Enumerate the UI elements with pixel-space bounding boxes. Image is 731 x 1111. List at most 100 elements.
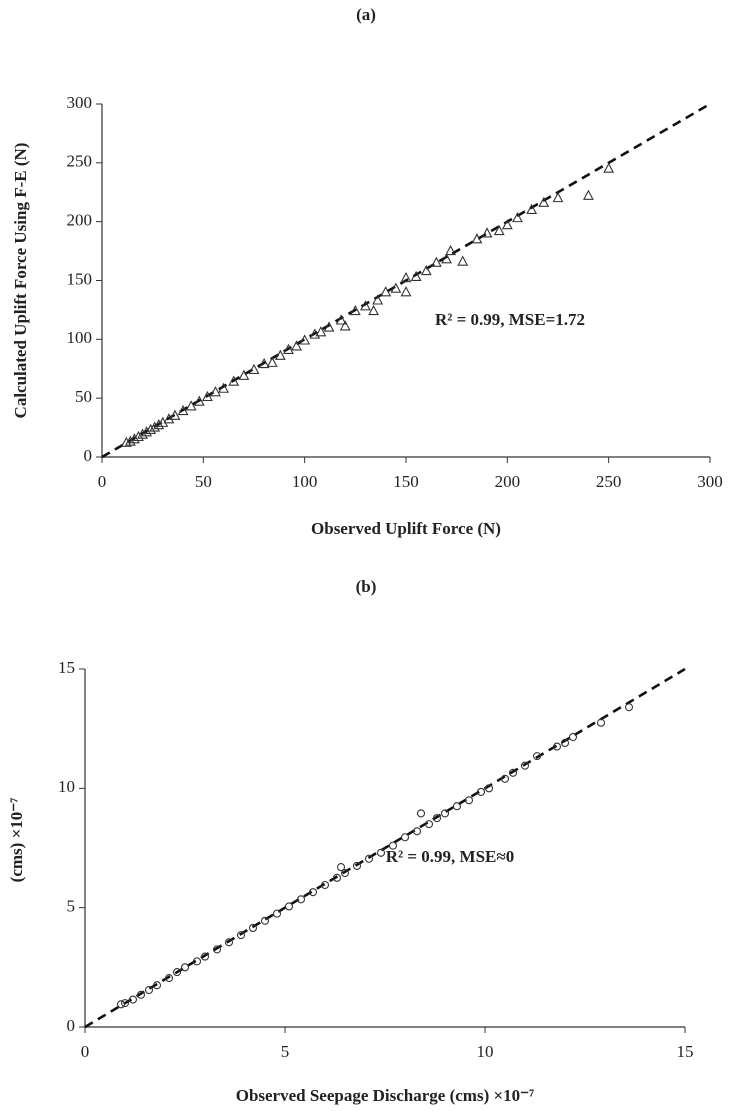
y-tick-label: 0: [67, 1016, 76, 1035]
point: [180, 963, 190, 972]
point: [210, 386, 221, 397]
point: [582, 189, 594, 200]
point: [332, 873, 342, 882]
point: [400, 286, 412, 297]
point: [512, 211, 523, 223]
point: [141, 426, 153, 437]
point: [308, 888, 318, 897]
reference-line: [101, 102, 711, 459]
point: [526, 203, 538, 214]
point: [352, 861, 362, 870]
point: [336, 863, 346, 872]
point: [201, 390, 213, 402]
point: [260, 916, 270, 925]
y-tick-label: 100: [67, 328, 93, 347]
point: [185, 400, 197, 411]
point: [193, 395, 205, 406]
point: [420, 264, 432, 276]
x-tick-label: 0: [98, 472, 107, 491]
point: [224, 938, 234, 947]
y-tick-label: 10: [58, 777, 75, 796]
point: [493, 224, 505, 236]
point: [149, 421, 161, 432]
point: [624, 703, 634, 712]
point: [248, 363, 260, 374]
point: [552, 191, 564, 203]
point: [430, 256, 442, 267]
point: [116, 1000, 126, 1009]
point: [238, 369, 250, 380]
y-tick-label: 200: [67, 211, 93, 230]
point: [120, 436, 132, 447]
point: [320, 880, 330, 890]
point: [340, 869, 350, 878]
reference-line: [84, 667, 686, 1029]
point: [258, 357, 270, 369]
point: [177, 404, 189, 416]
point: [335, 314, 347, 325]
point: [441, 253, 452, 264]
point: [445, 244, 457, 256]
point: [432, 814, 442, 823]
point: [169, 409, 181, 420]
chart-title: (a): [356, 5, 376, 24]
x-tick-label: 10: [477, 1042, 494, 1061]
point: [452, 802, 462, 811]
point: [296, 895, 306, 904]
x-axis-label: Observed Uplift Force (N): [311, 519, 501, 538]
point: [376, 848, 386, 857]
x-tick-label: 200: [495, 472, 521, 491]
point: [501, 219, 513, 230]
point: [145, 423, 157, 434]
point: [457, 255, 469, 266]
point: [380, 286, 392, 297]
point: [349, 304, 361, 316]
point: [440, 809, 450, 818]
point: [484, 784, 494, 793]
point: [508, 768, 518, 777]
point: [284, 902, 294, 911]
x-tick-label: 15: [677, 1042, 694, 1061]
point: [228, 375, 240, 386]
point: [299, 334, 311, 345]
point: [372, 294, 384, 305]
point: [400, 833, 410, 842]
y-tick-label: 50: [75, 387, 92, 406]
point: [368, 304, 379, 316]
point: [560, 738, 570, 748]
x-axis-label: Observed Seepage Discharge (cms) ×10⁻⁷: [236, 1086, 535, 1105]
point: [133, 430, 144, 442]
point: [568, 732, 578, 742]
y-axis-label: (cms) ×10⁻⁷: [7, 798, 26, 883]
point: [532, 752, 542, 761]
point: [400, 271, 412, 283]
point: [364, 854, 374, 863]
point: [291, 340, 302, 351]
point: [500, 774, 510, 783]
point: [236, 931, 246, 940]
point: [272, 909, 282, 918]
point: [552, 742, 562, 751]
y-tick-label: 0: [84, 446, 93, 465]
point: [136, 990, 146, 999]
point: [410, 270, 422, 282]
point: [152, 981, 162, 990]
point: [153, 419, 165, 430]
point: [218, 382, 230, 393]
x-tick-label: 50: [195, 472, 212, 491]
y-tick-label: 5: [67, 897, 76, 916]
point: [390, 282, 402, 293]
point: [464, 796, 474, 805]
point: [192, 957, 202, 966]
point: [388, 841, 398, 850]
point: [412, 827, 422, 836]
point: [283, 343, 294, 354]
annotation: R² = 0.99, MSE=1.72: [435, 310, 585, 329]
x-tick-label: 5: [281, 1042, 290, 1061]
point: [323, 321, 335, 332]
x-tick-label: 150: [393, 472, 419, 491]
point: [144, 985, 154, 995]
x-tick-label: 250: [596, 472, 622, 491]
point: [124, 435, 136, 446]
